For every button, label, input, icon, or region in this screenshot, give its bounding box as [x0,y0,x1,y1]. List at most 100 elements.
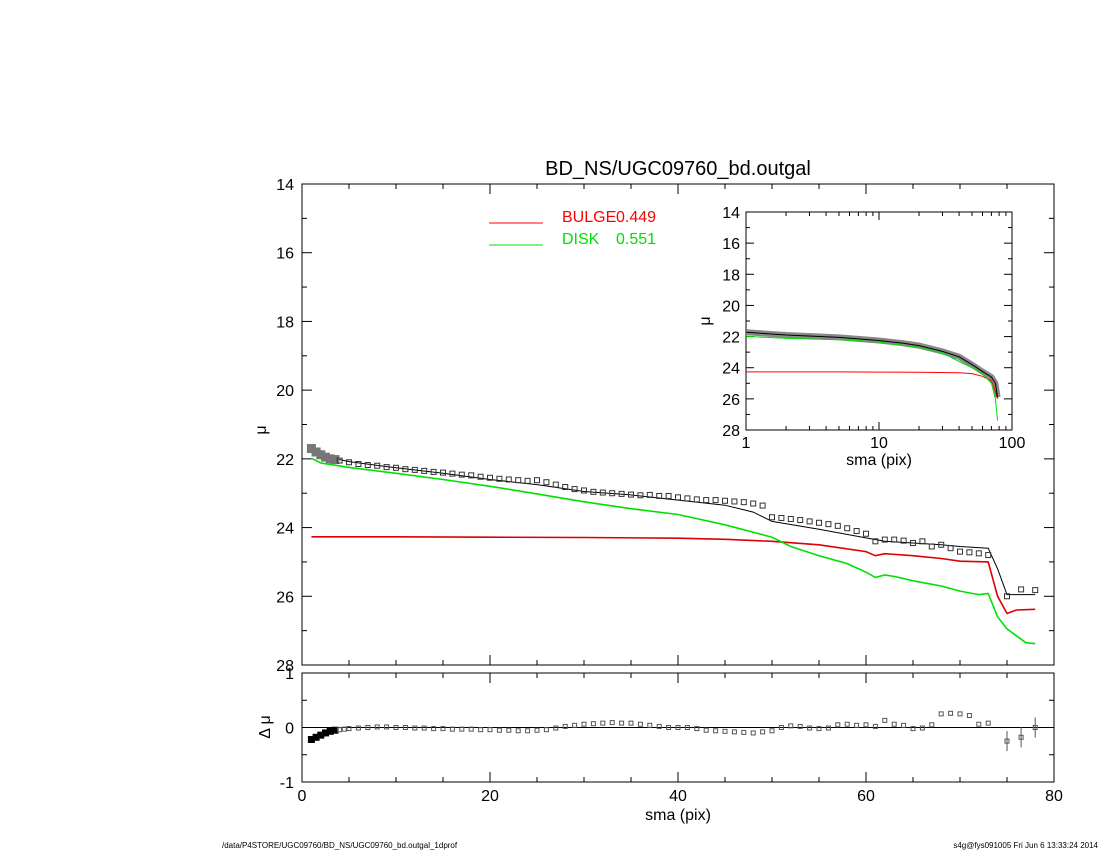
residual-point [543,727,549,733]
residual-point [600,720,606,726]
data-point-square [853,528,860,535]
data-point-square [562,484,569,491]
data-point-square [1032,587,1039,594]
series-line-bulge [311,535,1036,615]
inset-x-tick-label: 1 [742,435,751,452]
residual-point [684,725,690,730]
residual-point [985,720,991,726]
residual-point [901,722,907,728]
residual-point [844,721,850,727]
data-point-square [797,517,804,524]
x-tick-label: 0 [298,788,307,805]
residual-point [703,727,709,733]
data-point-square [336,457,343,464]
inset-x-axis-label: sma (pix) [846,452,912,469]
residual-point [863,722,869,728]
data-point-square [957,548,963,555]
data-point-square [515,477,522,484]
data-point-square [477,473,484,480]
residual-point [609,720,615,726]
data-point-square [806,518,813,525]
inset-y-tick-label: 24 [722,361,740,378]
y-tick-label: 16 [276,246,294,263]
data-point-square [834,522,841,529]
residual-point [713,728,719,734]
data-point-square [1018,586,1025,593]
inset-y-tick-label: 16 [722,236,740,253]
data-point-square [524,477,531,484]
data-point-square [383,464,390,471]
residual-point [355,725,361,731]
residual-point [919,725,925,731]
residual-point [402,725,408,730]
inset-x-tick-label: 100 [999,435,1026,452]
residual-point [760,729,766,735]
data-point-square [947,545,954,552]
data-point-square [731,498,738,505]
residual-point [750,730,756,736]
residual-point [412,725,418,731]
residual-point [449,726,455,732]
data-point-square [769,514,775,521]
data-point-square [656,492,663,499]
data-point-square [863,530,869,537]
residual-point [331,726,339,734]
data-point-square [609,490,616,497]
residual-point [374,724,380,730]
inset-y-tick-label: 14 [722,205,740,222]
residual-point [337,727,343,733]
data-point-square [722,497,728,504]
inset-plot-frame [745,211,1013,431]
residual-point [769,728,775,734]
data-point-square [430,468,437,475]
legend-label-disk: DISK [562,231,600,248]
data-point-square [693,496,700,503]
data-point-square [496,475,503,482]
data-point-square [900,537,907,544]
residual-point [431,726,437,732]
data-point-square [364,462,371,469]
data-point-square [330,455,340,465]
residual-point [854,722,860,728]
inset-series-line-disk [746,335,999,421]
series-line-disk [311,457,1036,645]
data-point-square [402,466,409,473]
data-point-square [355,461,362,468]
data-point-square [919,538,926,545]
inset-series-line-model-total [746,331,999,398]
data-point-square [458,471,465,478]
residual-point [553,725,559,731]
x-tick-label: 20 [481,788,499,805]
data-point-square [966,549,973,556]
residual-point [581,721,587,727]
data-point-square [581,487,587,494]
footer-file-path: /data/P4STORE/UGC09760/BD_NS/UGC09760_bd… [222,841,458,850]
y-tick-label: 18 [276,314,294,331]
data-point-square [787,515,794,522]
data-point-square [374,462,381,469]
data-point-square [740,499,747,506]
residual-point [1018,734,1024,740]
residual-point [816,726,822,732]
data-point-square [703,497,710,504]
data-point-square [872,538,879,545]
inset-y-tick-label: 18 [722,267,740,284]
residual-point [506,727,512,733]
y-axis-label: μ [253,425,270,434]
data-point-square [449,470,456,477]
data-point-square [599,489,606,496]
data-point-square [628,491,634,498]
residual-point [891,721,897,727]
data-point-square [637,492,644,499]
residual-point [731,729,737,735]
data-point-square [712,497,719,504]
residual-point [788,723,794,729]
y-tick-label: 22 [276,452,294,469]
legend-value-bulge: 0.449 [616,209,656,226]
data-point-square [552,481,559,488]
residual-point [966,713,972,719]
data-point-square [881,536,888,543]
residual-point [515,728,521,734]
data-point-square [421,467,428,474]
residual-point [872,723,878,729]
